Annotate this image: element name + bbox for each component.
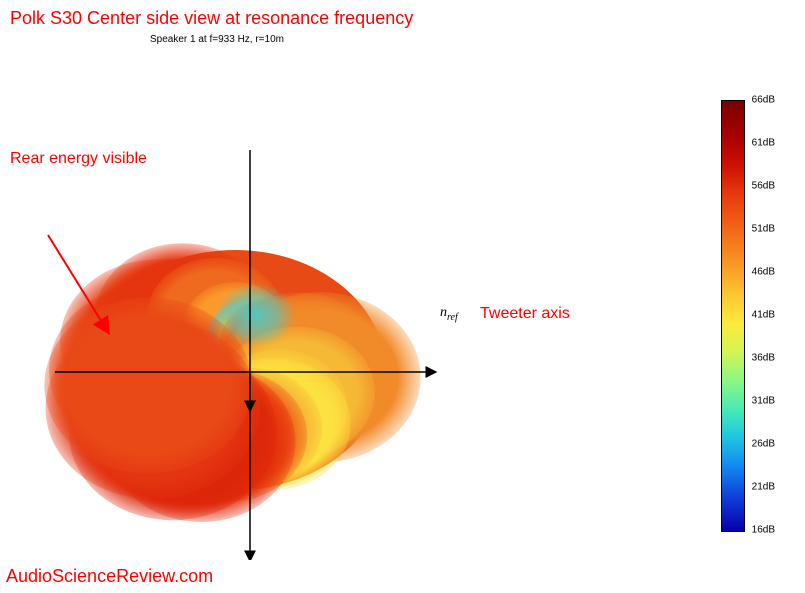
colorbar-tick: 66dB [752, 95, 775, 106]
balloon-plot [10, 60, 590, 560]
colorbar-tick: 41dB [752, 310, 775, 321]
colorbar-tick: 26dB [752, 439, 775, 450]
colorbar-tick: 36dB [752, 353, 775, 364]
colorbar [721, 100, 745, 532]
watermark: AudioScienceReview.com [6, 566, 213, 587]
colorbar-tick: 21dB [752, 482, 775, 493]
colorbar-tick: 31dB [752, 396, 775, 407]
colorbar-tick: 56dB [752, 181, 775, 192]
colorbar-tick: 61dB [752, 138, 775, 149]
colorbar-tick: 16dB [752, 525, 775, 536]
colorbar-tick: 51dB [752, 224, 775, 235]
chart-subtitle: Speaker 1 at f=933 Hz, r=10m [150, 34, 284, 45]
colorbar-tick: 46dB [752, 267, 775, 278]
chart-title: Polk S30 Center side view at resonance f… [10, 8, 413, 29]
